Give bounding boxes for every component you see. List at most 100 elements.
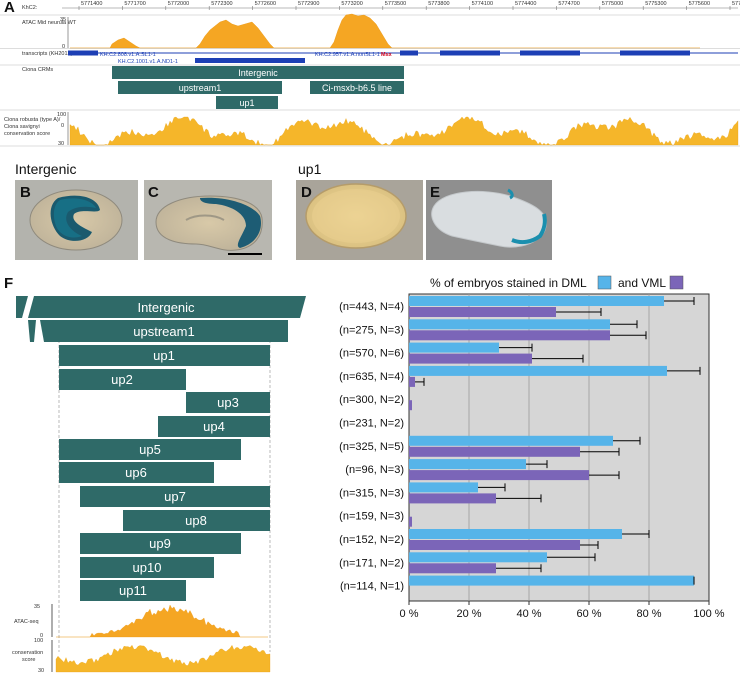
coord-label: 5775300 bbox=[645, 1, 666, 7]
coord-label: 5772600 bbox=[255, 1, 276, 7]
fragment-up5 bbox=[59, 439, 241, 460]
embryo-image-b: B bbox=[15, 180, 138, 260]
crm-msxb-line-label: Ci-msxb-b6.5 line bbox=[322, 83, 392, 93]
crm-intergenic bbox=[112, 66, 404, 79]
legend-swatch-vml bbox=[669, 275, 684, 290]
coord-label: 5772300 bbox=[211, 1, 232, 7]
cons-label-3: conservation score bbox=[4, 131, 50, 137]
fragment-up11 bbox=[80, 580, 186, 601]
coord-label: 5772000 bbox=[168, 1, 189, 7]
transcript-name-2: KH.C2.1001.v1.A.ND1-1 bbox=[118, 59, 178, 65]
legend-and-vml: and VML bbox=[618, 276, 666, 290]
mini-conservation-track bbox=[55, 644, 271, 673]
bar-dml bbox=[409, 365, 667, 376]
fragment-label-up1: up1 bbox=[153, 348, 175, 363]
section-title-intergenic: Intergenic bbox=[15, 161, 76, 177]
coord-label: 5774100 bbox=[472, 1, 493, 7]
chrom-label: KhC2: bbox=[22, 5, 38, 11]
coord-label: 5774400 bbox=[515, 1, 536, 7]
fragment-up7 bbox=[80, 486, 270, 507]
bar-dml bbox=[409, 342, 499, 353]
row-label: (n=325, N=5) bbox=[339, 441, 404, 453]
bar-vml bbox=[409, 446, 580, 457]
coord-label: 5773200 bbox=[341, 1, 362, 7]
crm-intergenic-label: Intergenic bbox=[238, 68, 278, 78]
bar-dml bbox=[409, 529, 622, 539]
coord-label: 5775900 bbox=[732, 1, 740, 7]
panel-label-e: E bbox=[430, 184, 440, 201]
atac-max-label: 35 bbox=[60, 17, 66, 23]
stain-bar-chart: 0 % 20 % 40 % 60 % 80 % 100 % (n=443, N=4) (n=2… bbox=[339, 294, 725, 620]
mini-cons-min: 30 bbox=[38, 668, 44, 674]
fragment-label-intergenic: Intergenic bbox=[137, 300, 195, 315]
transcripts-track-label: transcripts (KH2012) bbox=[22, 51, 73, 57]
bar-vml bbox=[409, 307, 556, 317]
crm-track-label: Ciona CRMs bbox=[22, 67, 53, 73]
row-label: (n=570, N=6) bbox=[339, 348, 404, 360]
bar-vml bbox=[409, 400, 412, 411]
row-label: (n=96, N=3) bbox=[345, 464, 404, 476]
x-tick-label: 80 % bbox=[636, 608, 661, 620]
x-tick-label: 20 % bbox=[456, 608, 481, 620]
row-label: (n=635, N=4) bbox=[339, 371, 404, 383]
construct-diagram: Intergenic upstream1 up1 up2 up3 up4 up5… bbox=[16, 296, 306, 601]
crm-msxb-line bbox=[310, 81, 404, 94]
fragment-label-up4: up4 bbox=[203, 419, 225, 434]
legend: % of embryos stained in DML and VML bbox=[430, 275, 684, 290]
bar-dml bbox=[409, 575, 694, 586]
fragment-up10 bbox=[80, 557, 214, 578]
bar-dml bbox=[409, 482, 478, 493]
coord-label: 5773500 bbox=[385, 1, 406, 7]
coordinate-axis: 5771400 5771700 5772000 5772300 5772600 57729… bbox=[78, 1, 740, 10]
atac-browser-track bbox=[70, 13, 700, 49]
fragment-label-up10: up10 bbox=[133, 560, 162, 575]
row-label: (n=152, N=2) bbox=[339, 534, 404, 546]
fragment-up4 bbox=[158, 416, 270, 437]
fragment-label-up6: up6 bbox=[125, 465, 147, 480]
bar-vml bbox=[409, 493, 496, 504]
crm-up1-label: up1 bbox=[239, 98, 254, 108]
mini-atac-max: 35 bbox=[34, 604, 40, 610]
embryo-image-c: C bbox=[144, 180, 272, 260]
panel-label-b: B bbox=[20, 184, 31, 201]
panel-label-d: D bbox=[301, 184, 312, 201]
row-label: (n=171, N=2) bbox=[339, 557, 404, 569]
transcript-exon bbox=[400, 50, 418, 56]
fragment-label-up9: up9 bbox=[149, 536, 171, 551]
coord-label: 5772900 bbox=[298, 1, 319, 7]
fragment-upstream1-left bbox=[28, 320, 36, 342]
bar-dml bbox=[409, 319, 610, 330]
fragment-up3 bbox=[186, 392, 270, 413]
panel-label-a: A bbox=[4, 0, 15, 16]
fragment-label-up11: up11 bbox=[119, 583, 147, 598]
transcript-exon bbox=[620, 50, 690, 56]
legend-title: % of embryos stained in DML bbox=[430, 276, 587, 290]
fragment-label-up5: up5 bbox=[139, 442, 161, 457]
fragment-label-up3: up3 bbox=[217, 395, 239, 410]
cons-mid-label: 0 bbox=[61, 123, 64, 129]
x-tick-label: 100 % bbox=[693, 608, 724, 620]
transcript-name-1: KH.C2.808.v1.A.SL1-1 bbox=[100, 52, 156, 58]
transcript-exon bbox=[440, 50, 500, 56]
transcript-name-3: KH.C2.957.v1.A.nonSL1-1 bbox=[315, 52, 380, 58]
transcript-name-msx: Msx bbox=[381, 52, 393, 58]
cons-max-label: 100 bbox=[57, 112, 66, 118]
row-label: (n=300, N=2) bbox=[339, 394, 404, 406]
section-title-up1: up1 bbox=[298, 161, 322, 177]
fragment-up9 bbox=[80, 533, 241, 554]
fragment-label-up8: up8 bbox=[185, 513, 207, 528]
fragment-upstream1 bbox=[40, 320, 288, 342]
mini-cons-label-1: conservation bbox=[12, 650, 43, 656]
fragment-label-upstream1: upstream1 bbox=[133, 324, 194, 339]
panel-label-c: C bbox=[148, 184, 159, 201]
crm-upstream1 bbox=[118, 81, 282, 94]
crm-upstream1-label: upstream1 bbox=[179, 83, 222, 93]
mini-atac-min: 0 bbox=[40, 633, 43, 639]
bar-vml bbox=[409, 563, 496, 574]
bar-dml bbox=[409, 459, 526, 470]
atac-min-label: 0 bbox=[62, 44, 65, 50]
coord-label: 5771400 bbox=[81, 1, 102, 7]
row-label: (n=159, N=3) bbox=[339, 511, 404, 523]
mini-atac-track bbox=[56, 604, 268, 638]
row-label: (n=443, N=4) bbox=[339, 301, 404, 313]
